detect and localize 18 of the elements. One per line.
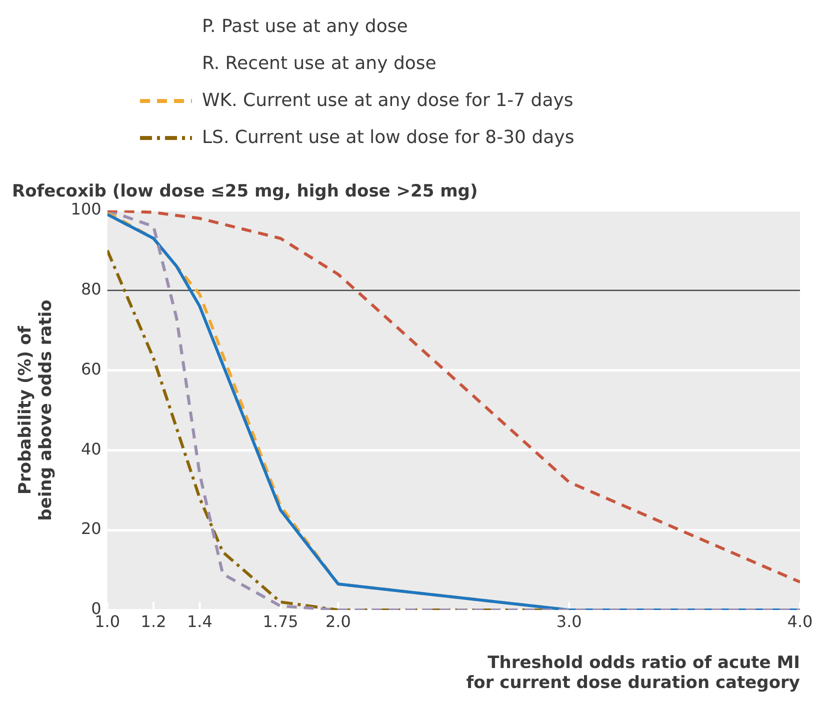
x-tick-label: 3.0	[556, 612, 582, 631]
y-axis-title: Probability (%) of being above odds ratio	[16, 300, 56, 521]
y-tick-label: 100	[70, 200, 102, 219]
y-tick-label: 60	[80, 359, 102, 378]
x-tick-label: 1.2	[140, 612, 166, 631]
x-tick-label: 1.4	[186, 612, 212, 631]
x-axis-title: Threshold odds ratio of acute MI for current dose duration category	[466, 652, 800, 694]
y-tick-label: 20	[80, 519, 102, 538]
x-tick-label: 2.0	[326, 612, 351, 631]
y-tick-label: 40	[80, 439, 102, 458]
chart-title: Rofecoxib (low dose ≤25 mg, high dose >25 mg)	[12, 182, 478, 202]
x-tick-label: 4.0	[787, 612, 813, 631]
x-tick-label: 1.75	[262, 612, 298, 631]
legend-label: LS. Current use at low dose for 8-30 days	[202, 126, 574, 150]
y-tick-label: 80	[80, 279, 102, 298]
text: R. Recent use at any dose	[201, 52, 438, 76]
legend-label: WK. Current use at any dose for 1-7 days	[202, 89, 574, 113]
text: P. Past use at any dose	[201, 15, 409, 39]
